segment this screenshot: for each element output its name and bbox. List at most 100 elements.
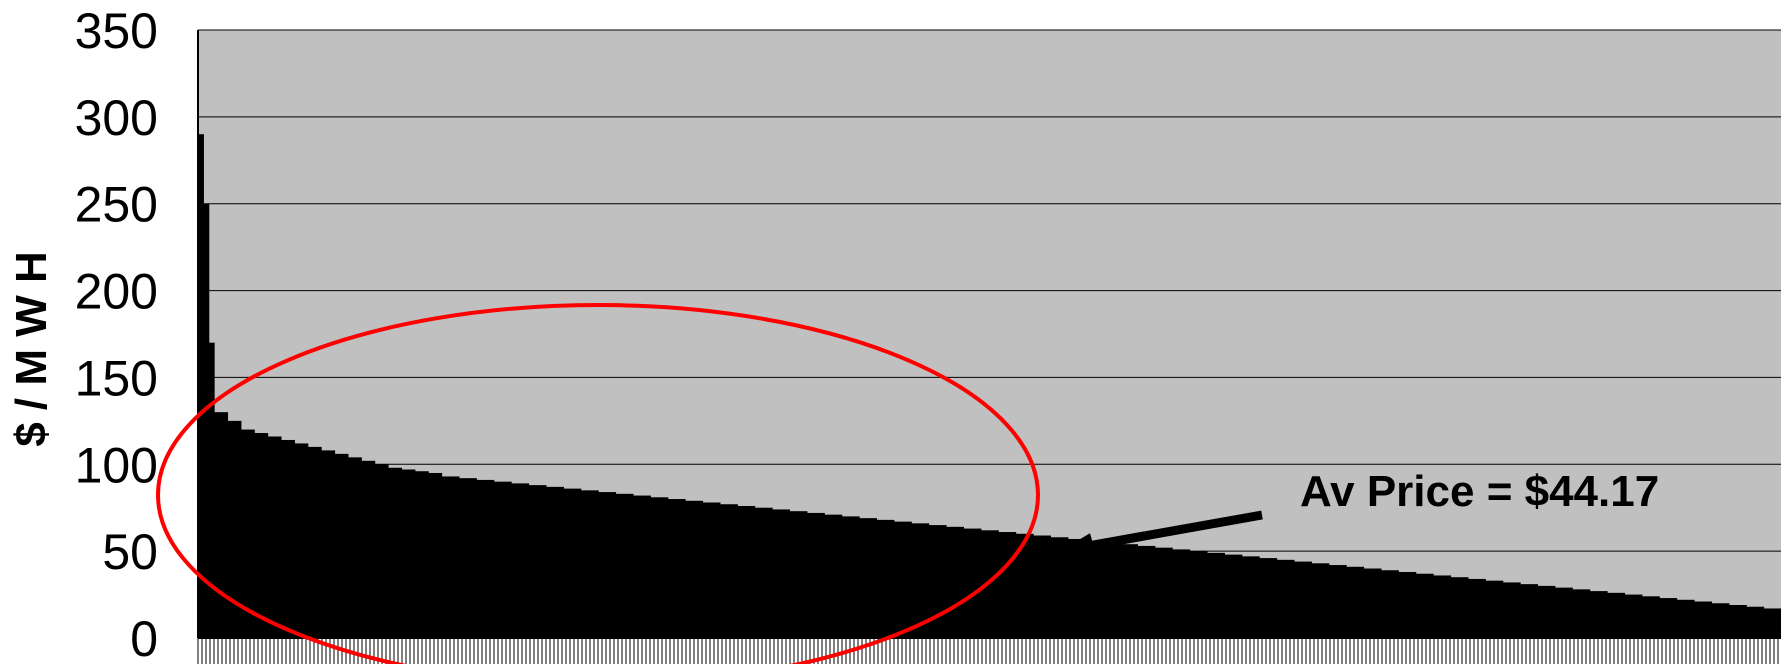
annotation-arrowhead xyxy=(1056,533,1097,558)
bar xyxy=(1763,608,1781,638)
bar xyxy=(1415,573,1434,638)
annotation-arrow xyxy=(1074,510,1263,553)
bar xyxy=(401,469,416,638)
bar xyxy=(1450,577,1469,638)
highlight-ellipse xyxy=(156,303,1040,664)
bar xyxy=(1746,606,1765,638)
bar xyxy=(214,412,229,638)
bar xyxy=(254,433,269,638)
bar xyxy=(1676,599,1695,638)
bar xyxy=(198,134,204,639)
bar xyxy=(428,472,443,638)
bar xyxy=(824,514,843,638)
y-tick-labels: 0 50 100 150 200 250 300 350 xyxy=(75,3,158,664)
bar xyxy=(859,518,878,638)
bar xyxy=(1554,587,1573,638)
y-tick-label: 200 xyxy=(75,264,158,320)
bar xyxy=(563,488,582,638)
bar xyxy=(1032,535,1051,638)
y-tick-label: 100 xyxy=(75,437,158,493)
bar xyxy=(334,453,349,638)
bar xyxy=(361,460,376,638)
bar xyxy=(1085,540,1104,638)
bar xyxy=(1433,575,1452,638)
bars xyxy=(198,134,1781,639)
bar xyxy=(1363,568,1382,638)
bar xyxy=(1589,591,1608,638)
bar xyxy=(1137,545,1156,638)
bar xyxy=(441,476,460,638)
bar xyxy=(1537,585,1556,638)
y-tick-label: 0 xyxy=(130,611,158,664)
bar xyxy=(1154,547,1173,638)
bar xyxy=(528,485,547,638)
y-tick-label: 150 xyxy=(75,350,158,406)
bar xyxy=(841,516,860,638)
bar xyxy=(1607,592,1626,638)
bar xyxy=(1346,566,1365,638)
bar xyxy=(1067,538,1086,638)
x-axis-ticks xyxy=(197,638,1779,664)
bar xyxy=(650,497,669,638)
bar xyxy=(388,467,402,638)
bar xyxy=(980,530,999,638)
bar xyxy=(1711,603,1730,638)
bar xyxy=(1641,596,1660,638)
bar xyxy=(702,502,721,638)
bar xyxy=(893,521,912,638)
bar xyxy=(1102,542,1121,638)
bar xyxy=(685,500,704,638)
bar xyxy=(598,492,617,638)
bar xyxy=(203,203,210,638)
bar xyxy=(667,499,686,638)
bar xyxy=(1624,594,1643,638)
bar xyxy=(458,478,477,638)
bar xyxy=(963,528,982,638)
bar xyxy=(806,512,825,638)
bar xyxy=(998,532,1017,638)
bar xyxy=(1189,551,1208,638)
bar xyxy=(1502,582,1521,638)
bar xyxy=(208,342,215,638)
bar xyxy=(632,495,651,638)
bar xyxy=(789,511,808,638)
bar xyxy=(946,526,965,638)
bar xyxy=(1485,580,1504,638)
bar xyxy=(1172,549,1191,638)
bar xyxy=(267,436,282,638)
bar xyxy=(1659,598,1678,638)
bar xyxy=(1050,537,1069,638)
bar xyxy=(1728,604,1747,638)
bar xyxy=(1328,565,1347,638)
y-axis-label: $ / M W H xyxy=(7,251,56,447)
bar xyxy=(414,471,429,638)
bar xyxy=(321,450,336,638)
bar xyxy=(545,486,564,638)
bar xyxy=(1119,544,1138,638)
bar xyxy=(580,490,599,638)
y-tick-label: 350 xyxy=(75,3,158,59)
bar xyxy=(1259,558,1278,638)
bar xyxy=(1206,552,1225,638)
bar xyxy=(280,439,295,638)
bar xyxy=(1572,589,1591,638)
bar xyxy=(1398,571,1417,638)
bar xyxy=(1241,556,1260,638)
bar xyxy=(493,481,512,638)
bar xyxy=(1311,563,1330,638)
bar xyxy=(754,507,773,638)
bar xyxy=(294,443,309,638)
bar xyxy=(719,504,738,638)
bar xyxy=(227,420,242,638)
y-tick-label: 50 xyxy=(102,524,158,580)
bar xyxy=(615,493,634,638)
y-tick-label: 300 xyxy=(75,90,158,146)
bar xyxy=(1224,554,1243,638)
average-price-annotation: Av Price = $44.17 xyxy=(1300,467,1659,516)
y-tick-label: 250 xyxy=(75,177,158,233)
bar xyxy=(511,483,530,638)
bar xyxy=(772,509,791,638)
bar xyxy=(1293,561,1312,638)
bar xyxy=(1520,584,1539,638)
bar xyxy=(1467,578,1486,638)
